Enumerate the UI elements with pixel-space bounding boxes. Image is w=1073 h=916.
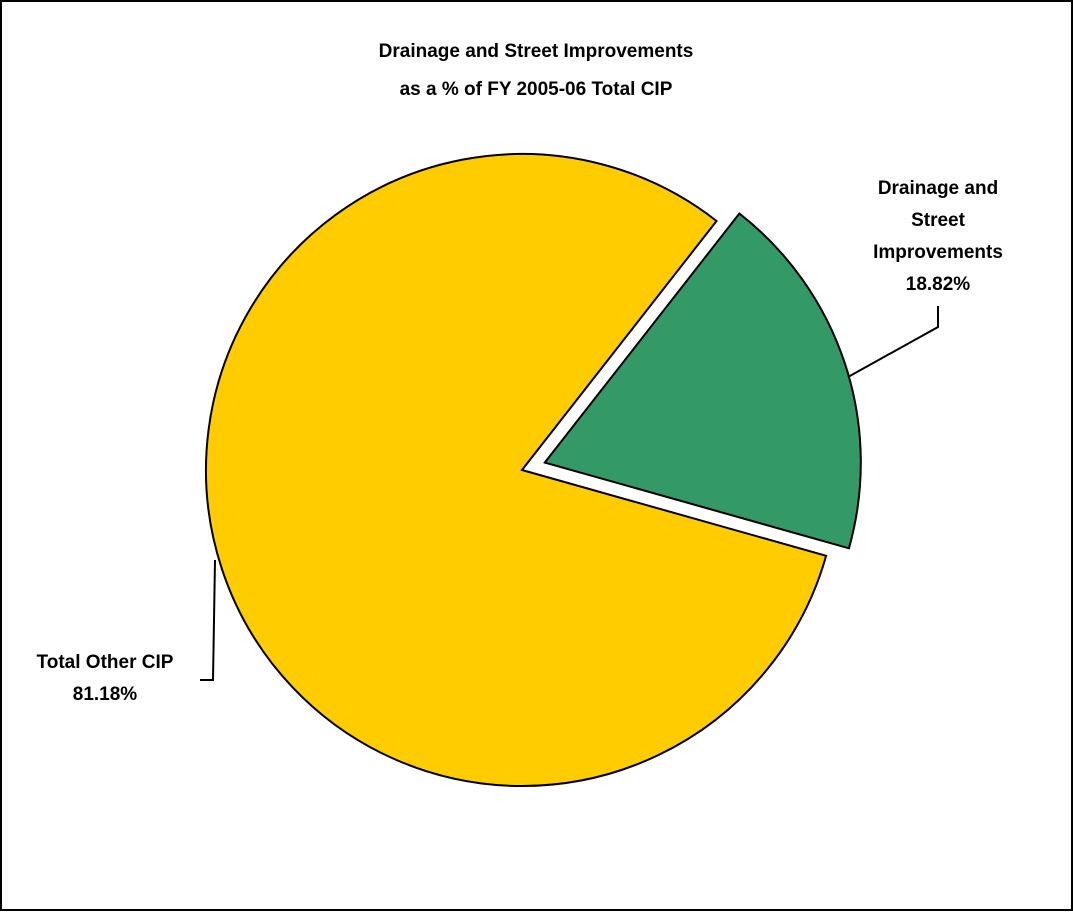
pie-slice-total-other-cip [205,153,828,787]
leader-line-other [200,559,216,681]
leader-line-drainage [847,306,939,378]
chart-title-line-2: as a % of FY 2005-06 Total CIP [400,79,673,100]
slice-label-total-other-cip: Total Other CIP [37,652,174,673]
slice-percent-drainage: 18.82% [906,274,971,295]
pie-slice-drainage-street [543,212,862,550]
slice-percent-total-other-cip: 81.18% [73,684,138,705]
slice-label-drainage-line-1: Drainage and [878,178,998,199]
slice-label-drainage-line-2: Street [911,210,966,231]
slice-label-drainage-line-3: Improvements [873,242,1003,263]
chart-title-line-1: Drainage and Street Improvements [379,41,694,62]
